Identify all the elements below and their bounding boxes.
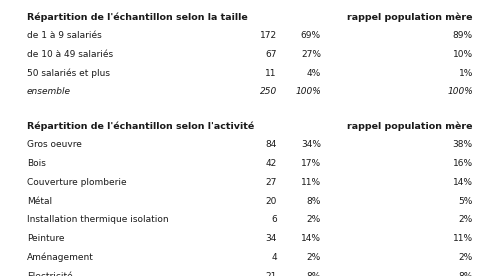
Text: 250: 250	[260, 87, 277, 97]
Text: 38%: 38%	[453, 140, 473, 149]
Text: 4%: 4%	[307, 69, 321, 78]
Text: rappel population mère: rappel population mère	[347, 12, 473, 22]
Text: Répartition de l'échantillon selon l'activité: Répartition de l'échantillon selon l'act…	[27, 121, 254, 131]
Text: 21: 21	[266, 272, 277, 276]
Text: Bois: Bois	[27, 159, 46, 168]
Text: 14%: 14%	[301, 234, 321, 243]
Text: 11: 11	[266, 69, 277, 78]
Text: 34%: 34%	[301, 140, 321, 149]
Text: 8%: 8%	[459, 272, 473, 276]
Text: 20: 20	[266, 197, 277, 206]
Text: Répartition de l'échantillon selon la taille: Répartition de l'échantillon selon la ta…	[27, 12, 248, 22]
Text: Aménagement: Aménagement	[27, 253, 94, 262]
Text: 42: 42	[266, 159, 277, 168]
Text: 11%: 11%	[453, 234, 473, 243]
Text: 10%: 10%	[453, 50, 473, 59]
Text: 8%: 8%	[307, 272, 321, 276]
Text: ensemble: ensemble	[27, 87, 71, 97]
Text: Couverture plomberie: Couverture plomberie	[27, 178, 126, 187]
Text: 2%: 2%	[459, 215, 473, 224]
Text: 2%: 2%	[307, 253, 321, 262]
Text: rappel population mère: rappel population mère	[347, 121, 473, 131]
Text: 8%: 8%	[307, 197, 321, 206]
Text: 2%: 2%	[307, 215, 321, 224]
Text: de 10 à 49 salariés: de 10 à 49 salariés	[27, 50, 113, 59]
Text: 50 salariés et plus: 50 salariés et plus	[27, 69, 110, 78]
Text: 100%: 100%	[447, 87, 473, 97]
Text: 1%: 1%	[459, 69, 473, 78]
Text: 67: 67	[266, 50, 277, 59]
Text: Peinture: Peinture	[27, 234, 65, 243]
Text: 89%: 89%	[453, 31, 473, 40]
Text: 100%: 100%	[295, 87, 321, 97]
Text: 17%: 17%	[301, 159, 321, 168]
Text: 172: 172	[260, 31, 277, 40]
Text: de 1 à 9 salariés: de 1 à 9 salariés	[27, 31, 102, 40]
Text: 5%: 5%	[459, 197, 473, 206]
Text: 27%: 27%	[301, 50, 321, 59]
Text: 14%: 14%	[453, 178, 473, 187]
Text: Installation thermique isolation: Installation thermique isolation	[27, 215, 169, 224]
Text: 27: 27	[266, 178, 277, 187]
Text: 69%: 69%	[301, 31, 321, 40]
Text: Gros oeuvre: Gros oeuvre	[27, 140, 82, 149]
Text: Electricité: Electricité	[27, 272, 73, 276]
Text: 16%: 16%	[453, 159, 473, 168]
Text: 6: 6	[271, 215, 277, 224]
Text: 4: 4	[271, 253, 277, 262]
Text: 84: 84	[266, 140, 277, 149]
Text: Métal: Métal	[27, 197, 52, 206]
Text: 11%: 11%	[301, 178, 321, 187]
Text: 2%: 2%	[459, 253, 473, 262]
Text: 34: 34	[266, 234, 277, 243]
